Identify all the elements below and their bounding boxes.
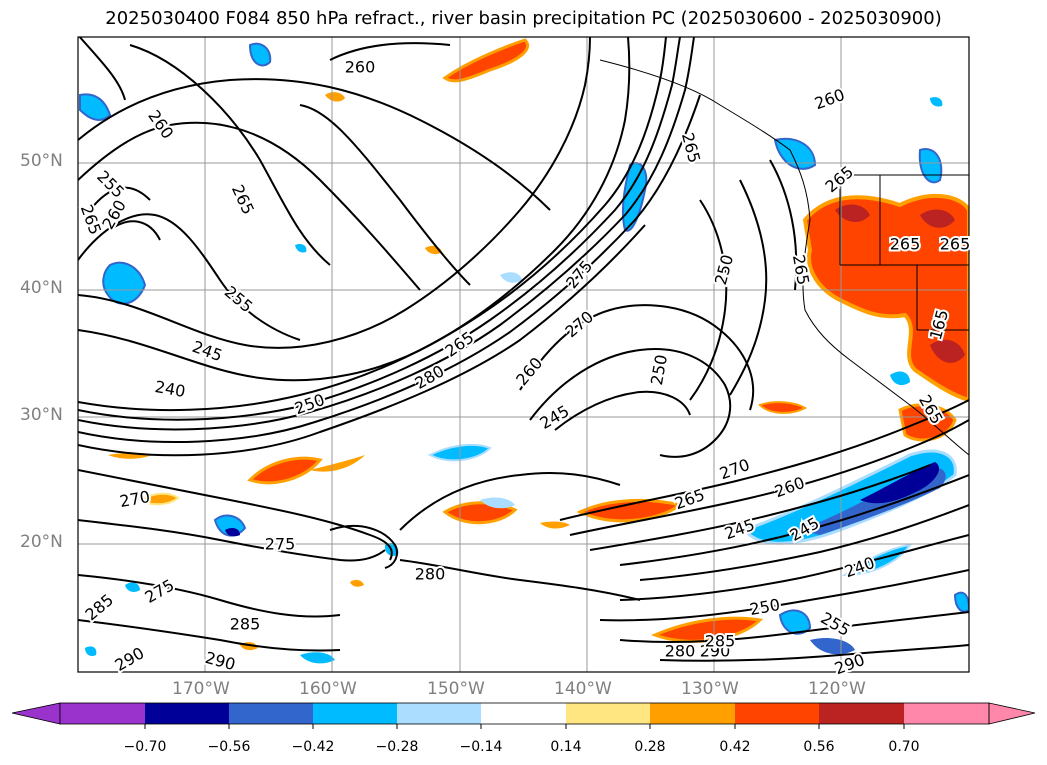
contour-label-halo: 265	[940, 235, 971, 254]
lon-label-120w: 120°W	[808, 679, 866, 699]
contour-label: 280	[665, 642, 696, 661]
colorbar	[11, 702, 1036, 729]
colorbar-tick-label: −0.70	[123, 739, 167, 755]
lon-label-170w: 170°W	[172, 679, 230, 699]
lon-label-140w: 140°W	[554, 679, 612, 699]
lat-label-30n: 30°N	[20, 405, 63, 425]
colorbar-tick-label: 0.28	[634, 739, 666, 755]
contour-label-halo: 265	[890, 235, 921, 254]
contour-label: 285	[705, 632, 736, 651]
contour-label-halo: 275	[265, 535, 296, 554]
contour-label: 260	[345, 58, 376, 77]
refractivity-contours	[78, 37, 969, 662]
precip-shading	[79, 38, 969, 664]
lat-label-50n: 50°N	[20, 151, 63, 171]
lon-label-130w: 130°W	[681, 679, 739, 699]
map-title: 2025030400 F084 850 hPa refract., river …	[105, 8, 942, 29]
contour-label: 280	[415, 565, 446, 584]
plot-border	[77, 36, 970, 673]
contour-label-halo: 250	[647, 353, 671, 386]
colorbar-tick-label: −0.14	[459, 739, 503, 755]
contour-label: 265	[940, 235, 971, 254]
colorbar-tick-label: 0.42	[719, 739, 751, 755]
contour-label: 285	[230, 615, 261, 634]
contour-label-halo: 285	[705, 632, 736, 651]
colorbar-tick-label: 0.56	[803, 739, 835, 755]
contour-label-halo: 280	[415, 565, 446, 584]
contour-label-halo: 285	[230, 615, 261, 634]
contour-label-halo: 280	[665, 642, 696, 661]
lat-label-40n: 40°N	[20, 278, 63, 298]
lon-label-150w: 150°W	[427, 679, 485, 699]
lat-label-20n: 20°N	[20, 532, 63, 552]
coastline	[599, 59, 969, 456]
colorbar-extend-low	[11, 702, 61, 725]
colorbar-tick-label: −0.28	[375, 739, 419, 755]
contour-label-halo: 290	[700, 642, 731, 661]
colorbar-tick-label: 0.70	[888, 739, 920, 755]
colorbar-tick-label: 0.14	[550, 739, 582, 755]
contour-label: 275	[265, 535, 296, 554]
colorbar-tick-label: −0.42	[291, 739, 335, 755]
contour-label: 290	[700, 642, 731, 661]
colorbar-extend-high	[988, 702, 1036, 725]
lon-label-160w: 160°W	[299, 679, 357, 699]
contour-label-halo: 260	[345, 58, 376, 77]
contour-label: 265	[890, 235, 921, 254]
plot-area	[78, 37, 969, 672]
colorbar-tick-label: −0.56	[207, 739, 251, 755]
